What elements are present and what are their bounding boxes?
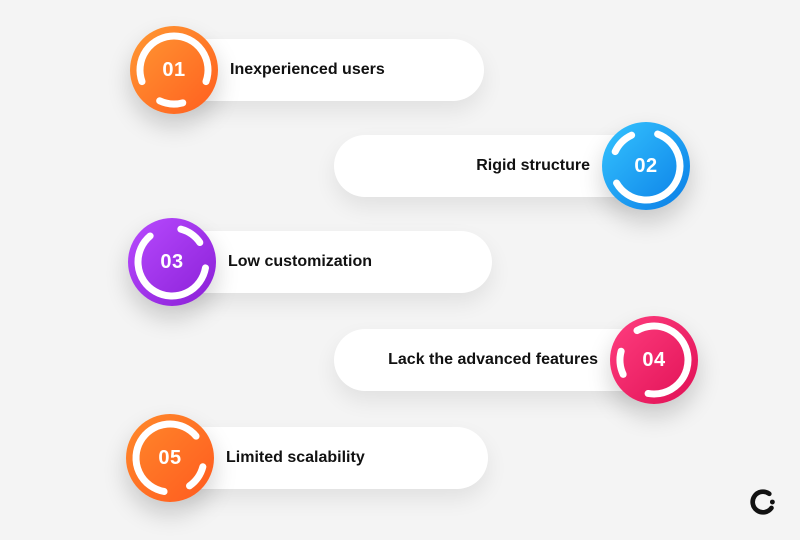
item-label: Limited scalability — [226, 448, 365, 468]
number-badge: 03 — [128, 218, 216, 306]
list-item: 05 Limited scalability — [126, 414, 488, 502]
number-badge: 02 — [602, 122, 690, 210]
list-item: 01 Inexperienced users — [130, 26, 484, 114]
number-badge: 01 — [130, 26, 218, 114]
label-pill: Limited scalability — [170, 427, 488, 489]
infographic-list: 01 Inexperienced users 02 Rigid structure 03… — [0, 0, 800, 540]
list-item: 02 Rigid structure — [334, 122, 690, 210]
label-pill: Rigid structure — [334, 135, 646, 197]
brand-logo-icon — [748, 487, 778, 522]
number-badge: 05 — [126, 414, 214, 502]
item-label: Rigid structure — [476, 156, 590, 176]
list-item: 04 Lack the advanced features — [334, 316, 698, 404]
label-pill: Inexperienced users — [174, 39, 484, 101]
item-label: Lack the advanced features — [388, 350, 598, 370]
item-label: Inexperienced users — [230, 60, 385, 80]
list-item: 03 Low customization — [128, 218, 492, 306]
label-pill: Lack the advanced features — [334, 329, 654, 391]
number-badge: 04 — [610, 316, 698, 404]
label-pill: Low customization — [172, 231, 492, 293]
item-label: Low customization — [228, 252, 372, 272]
